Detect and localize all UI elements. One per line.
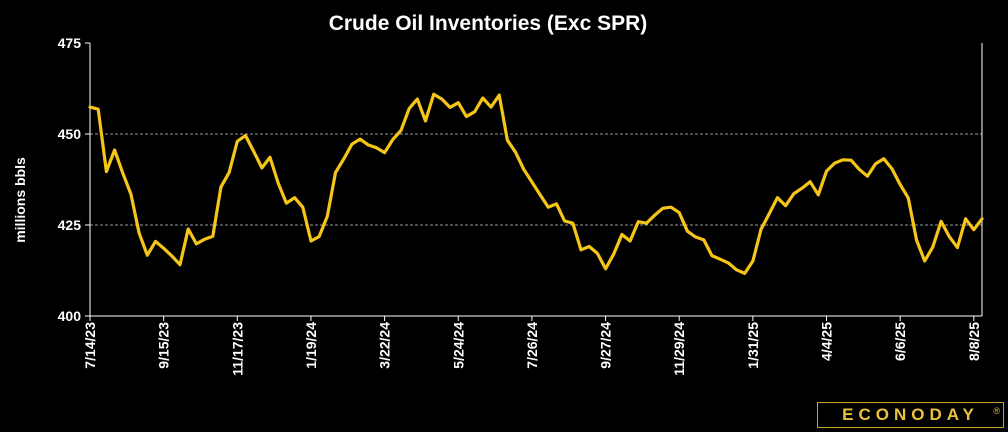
series-layer: [88, 92, 984, 275]
y-tick-label: 450: [58, 126, 82, 142]
x-tick-labels: 7/14/23 9/15/23 11/17/23 1/19/24 3/22/24 5/24…: [82, 322, 982, 376]
x-tick-label: 7/26/24: [524, 322, 540, 369]
y-tick-label: 400: [58, 308, 82, 324]
x-tick-label: 8/8/25: [966, 322, 982, 361]
chart-title: Crude Oil Inventories (Exc SPR): [329, 12, 648, 35]
econoday-logo: ECONODAY ®: [817, 402, 1004, 428]
y-tick-labels: 400 425 450 475: [58, 35, 82, 324]
x-tick-label: 9/15/23: [156, 322, 172, 369]
x-tick-label: 1/31/25: [745, 322, 761, 369]
gridlines: [90, 133, 982, 226]
logo-text: ECONODAY: [842, 405, 979, 424]
x-tick-label: 3/22/24: [377, 322, 393, 369]
x-tick-label: 5/24/24: [450, 322, 466, 369]
x-tick-label: 4/4/25: [819, 322, 835, 361]
x-tick-label: 7/14/23: [82, 322, 98, 369]
x-tick-label: 11/29/24: [671, 322, 687, 376]
y-tick-label: 425: [58, 217, 82, 233]
y-tick-label: 475: [58, 35, 82, 51]
y-axis-label: millions bbls: [12, 157, 28, 243]
x-tick-label: 6/6/25: [892, 322, 908, 361]
x-tick-label: 1/19/24: [303, 322, 319, 369]
x-tick-label: 11/17/23: [229, 322, 245, 376]
axes: [85, 42, 983, 321]
series-line-inventories: [88, 92, 984, 275]
x-tick-label: 9/27/24: [598, 322, 614, 369]
registered-mark-icon: ®: [993, 406, 1000, 416]
